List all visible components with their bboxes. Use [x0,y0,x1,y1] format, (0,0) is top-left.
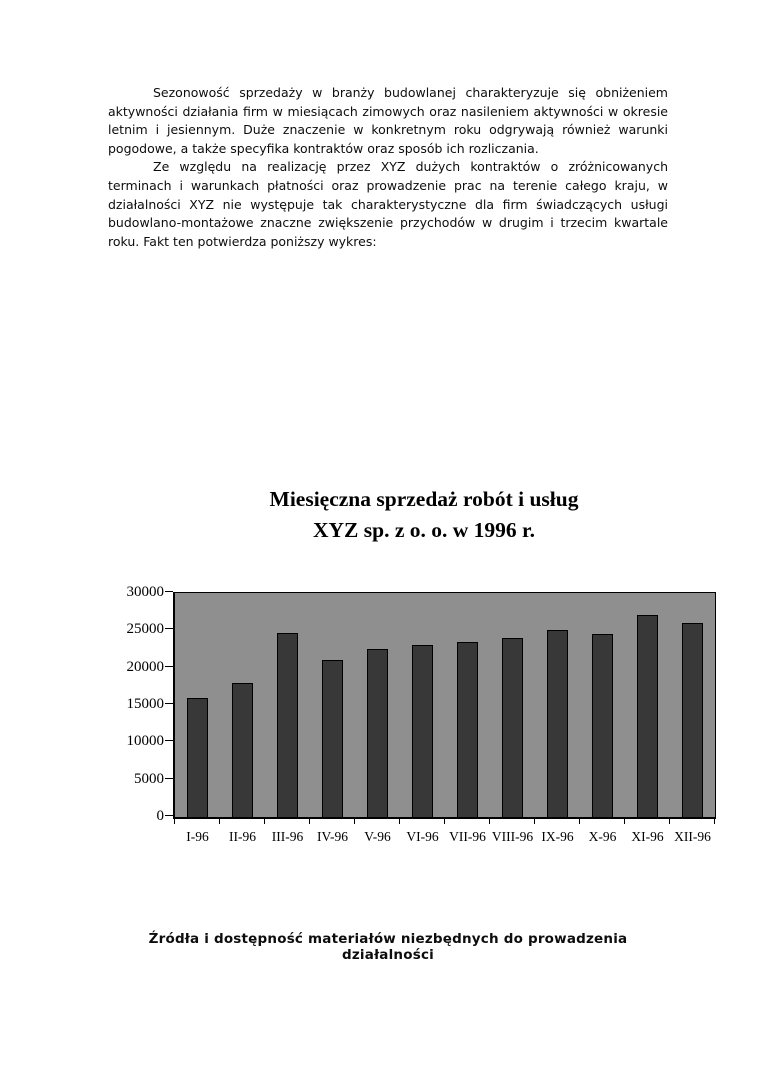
y-axis-label: 5000 [134,771,164,787]
plot-area [173,592,716,819]
x-axis-label: IX-96 [541,829,574,844]
x-axis-tick [399,819,400,824]
y-axis-tick [165,703,173,704]
x-axis-label: XI-96 [631,829,664,844]
x-axis-tick [219,819,220,824]
y-axis-label: 10000 [126,733,165,749]
y-axis-tick [165,815,173,816]
bar-XII-96 [682,623,703,817]
x-axis-label: I-96 [186,829,209,844]
bar-IX-96 [547,630,568,817]
x-axis-label: VII-96 [449,829,486,844]
y-axis-tick [165,778,173,779]
y-axis-label: 25000 [126,621,165,637]
x-axis-tick [624,819,625,824]
section-heading: Źródła i dostępność materiałów niezbędny… [148,931,628,963]
bar-X-96 [592,634,613,817]
x-axis-label: III-96 [271,829,304,844]
body-text: Sezonowość sprzedaży w branży budowlanej… [108,84,668,251]
x-axis-tick [174,819,175,824]
chart-title-line1: Miesięczna sprzedaż robót i usług [269,487,579,511]
paragraph-contracts: Ze względu na realizację przez XYZ dużyc… [108,159,668,249]
bar-III-96 [277,633,298,817]
bar-VII-96 [457,642,478,817]
y-axis-label: 30000 [126,584,165,600]
bar-chart: 0 5000 10000 15000 20000 25000 30000 I-96 II-96 I… [0,584,760,875]
x-axis-tick [534,819,535,824]
x-axis-tick [264,819,265,824]
bar-VI-96 [412,645,433,817]
x-axis-tick [579,819,580,824]
bar-VIII-96 [502,638,523,817]
x-axis-tick [444,819,445,824]
y-axis-label: 20000 [126,659,165,675]
x-axis-tick [669,819,670,824]
bar-II-96 [232,683,253,817]
y-axis-tick [165,740,173,741]
x-axis-label: X-96 [588,829,617,844]
paragraph-seasonality: Sezonowość sprzedaży w branży budowlanej… [108,85,668,156]
bar-I-96 [187,698,208,817]
x-axis-label: VIII-96 [491,829,534,844]
chart-title-line2: XYZ sp. z o. o. w 1996 r. [313,517,535,542]
x-axis-tick [714,819,715,824]
bar-XI-96 [637,615,658,817]
y-axis-tick [165,666,173,667]
x-axis-label: II-96 [229,829,256,844]
x-axis-tick [354,819,355,824]
chart-title: Miesięczna sprzedaż robót i usług XYZ sp… [130,484,718,545]
x-axis-label: XII-96 [674,829,711,844]
y-axis-label: 15000 [126,696,165,712]
x-axis-label: IV-96 [316,829,348,844]
x-axis-tick [309,819,310,824]
x-axis-label: VI-96 [406,829,439,844]
bar-IV-96 [322,660,343,817]
x-axis-label: V-96 [364,829,391,844]
y-axis-tick [165,628,173,629]
y-axis-label: 0 [156,808,165,824]
y-axis-tick [165,591,173,592]
bar-V-96 [367,649,388,817]
x-axis-tick [489,819,490,824]
